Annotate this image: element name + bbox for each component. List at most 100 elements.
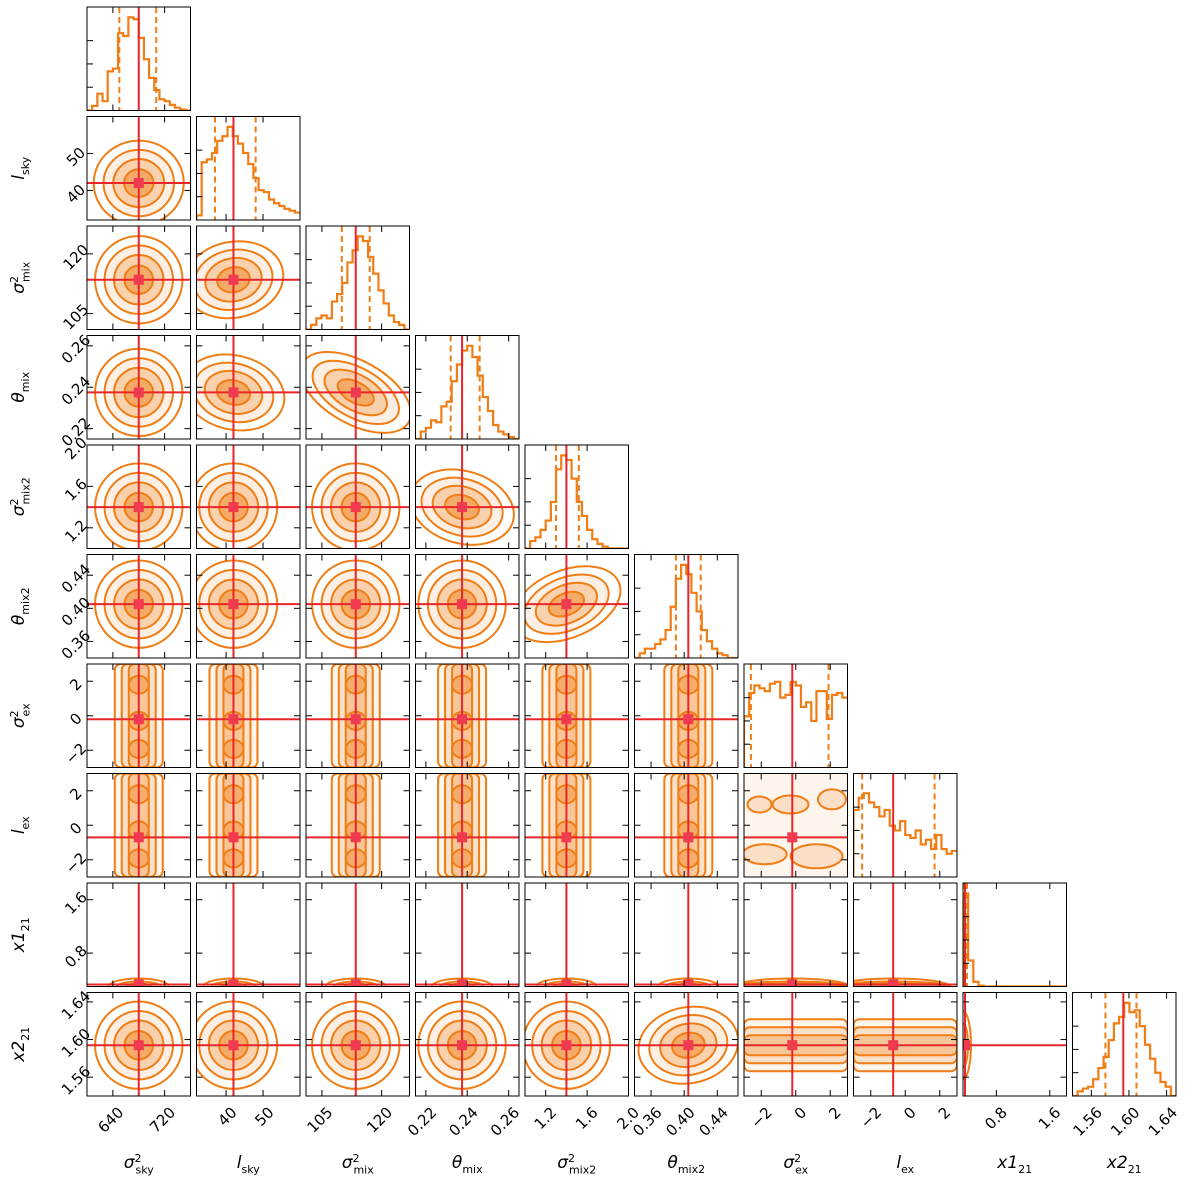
axis-title-subscript: sky <box>19 156 32 175</box>
panel-frame-5-4 <box>524 554 629 659</box>
panel-s2ex-vs-x121 <box>744 883 848 987</box>
y-tick-label-tmix2-2: 0.44 <box>58 560 94 596</box>
panel-frame-5-5 <box>634 554 739 659</box>
truth-marker <box>561 714 572 725</box>
y-tick-label-s2ex-2: 2 <box>66 675 85 694</box>
x-tick-label-s2sky-0: 640 <box>94 1104 127 1137</box>
truth-marker <box>457 502 468 513</box>
truth-marker <box>457 714 468 725</box>
x-tick-label-lex-1: 0 <box>900 1104 919 1123</box>
histogram-step-lsky <box>196 125 300 220</box>
panel-s2sky-vs-tmix2 <box>87 554 191 658</box>
y-tick-label-s2mix-0: 105 <box>60 300 93 333</box>
y-tick-label-x121-1: 1.6 <box>61 888 91 918</box>
x-axis-title-tmix: θmix <box>452 1153 483 1176</box>
y-axis-title-s2ex: σ2ex <box>8 703 33 728</box>
panel-s2mix2-vs-x121 <box>525 883 629 987</box>
truth-marker <box>561 1040 572 1051</box>
axis-title-superscript: 2 <box>353 1152 360 1165</box>
truth-marker <box>888 979 899 987</box>
panel-frame-8-7 <box>853 882 958 987</box>
panel-s2sky-vs-x121 <box>87 883 191 987</box>
panel-s2sky-vs-s2mix2 <box>87 445 191 549</box>
panel-lsky-vs-x221 <box>196 992 300 1096</box>
y-axis-title-x221: x221 <box>9 1027 32 1063</box>
axis-title-subscript: ex <box>795 1164 809 1177</box>
panel-frame-8-3 <box>415 882 520 987</box>
axis-title-superscript: 2 <box>8 498 21 505</box>
y-axis-title-x121: x121 <box>9 917 32 953</box>
truth-marker <box>133 714 144 725</box>
y-tick-label-s2ex-1: 0 <box>66 709 85 728</box>
x-tick-label-lsky-0: 40 <box>214 1104 240 1130</box>
panel-frame-9-4 <box>524 992 629 1097</box>
axis-title-superscript: 2 <box>568 1152 575 1165</box>
contour-blob-1 <box>789 843 844 870</box>
panel-frame-1-1 <box>196 116 301 221</box>
truth-marker <box>133 274 144 285</box>
panel-tmix2-vs-x121 <box>634 883 738 987</box>
truth-marker <box>350 387 361 398</box>
axis-title-subscript: mix2 <box>678 1163 705 1176</box>
panel-frame-8-4 <box>524 882 629 987</box>
x-tick-label-s2mix-0: 105 <box>303 1104 336 1137</box>
histogram-s2mix <box>306 226 410 330</box>
y-tick-label-x221-0: 1.56 <box>58 1062 94 1098</box>
truth-marker <box>133 832 144 843</box>
x-axis-title-lex: lex <box>896 1153 914 1176</box>
contour-blob-4 <box>746 795 773 814</box>
density-field <box>744 773 848 877</box>
x-tick-label-tmix2-1: 0.40 <box>662 1104 698 1140</box>
panel-s2ex-vs-lex <box>744 773 848 877</box>
contour-level-0 <box>92 139 185 220</box>
panel-s2sky-vs-lsky <box>87 116 191 220</box>
axis-title-subscript: mix2 <box>569 1164 596 1177</box>
truth-marker <box>561 832 572 843</box>
panel-lsky-vs-tmix <box>196 335 300 439</box>
panel-lex-vs-x221 <box>853 992 957 1096</box>
panel-frame-9-9 <box>1072 992 1177 1097</box>
x-tick-label-lex-0: −2 <box>857 1104 885 1132</box>
histogram-x121 <box>963 883 1067 987</box>
x-tick-label-tmix-1: 0.24 <box>445 1104 481 1140</box>
panel-frame-5-0 <box>86 554 191 659</box>
axis-title-superscript: 2 <box>8 710 21 717</box>
axis-title-subscript: mix2 <box>19 587 32 614</box>
x-axis-title-lsky: lsky <box>237 1153 260 1176</box>
y-tick-label-tmix-2: 0.26 <box>58 331 94 367</box>
histogram-step-s2ex <box>744 680 848 768</box>
histogram-step-tmix2 <box>634 563 738 658</box>
truth-marker <box>350 979 361 987</box>
histogram-step-s2mix <box>306 235 410 330</box>
truth-marker <box>963 1040 971 1051</box>
panel-lsky-vs-s2ex <box>196 664 300 768</box>
contour-level-0 <box>306 351 410 434</box>
panel-frame-8-8 <box>962 882 1067 987</box>
truth-marker <box>133 178 144 189</box>
panel-s2sky-vs-lex <box>87 773 191 877</box>
panel-frame-8-6 <box>743 882 848 987</box>
x-tick-label-x121-1: 1.6 <box>1035 1104 1065 1134</box>
contour-level-0 <box>525 565 622 644</box>
panel-frame-1-0 <box>86 116 191 221</box>
x-tick-label-s2mix-1: 120 <box>363 1104 396 1137</box>
panel-lsky-vs-tmix2 <box>196 554 300 658</box>
truth-marker <box>888 1040 899 1051</box>
x-axis-title-x121: x121 <box>996 1153 1032 1176</box>
panel-frame-8-0 <box>86 882 191 987</box>
truth-marker <box>350 832 361 843</box>
histogram-s2mix2 <box>525 445 629 549</box>
x-axis-title-tmix2: θmix2 <box>667 1153 705 1176</box>
y-tick-label-lex-2: 2 <box>66 784 85 803</box>
panel-lex-vs-x121 <box>853 883 957 987</box>
panel-s2mix-vs-s2ex <box>306 664 410 768</box>
truth-marker <box>133 979 144 987</box>
panel-lsky-vs-s2mix <box>196 226 300 330</box>
axis-title-subscript: ex <box>20 703 33 717</box>
x-axis-title-s2mix2: σ2 mix2 <box>557 1152 596 1177</box>
panel-s2mix-vs-x121 <box>306 883 410 987</box>
panel-frame-4-0 <box>86 444 191 549</box>
panel-tmix2-vs-lex <box>634 773 738 877</box>
y-tick-label-lsky-0: 40 <box>63 181 89 207</box>
histogram-step-lex <box>853 792 957 877</box>
